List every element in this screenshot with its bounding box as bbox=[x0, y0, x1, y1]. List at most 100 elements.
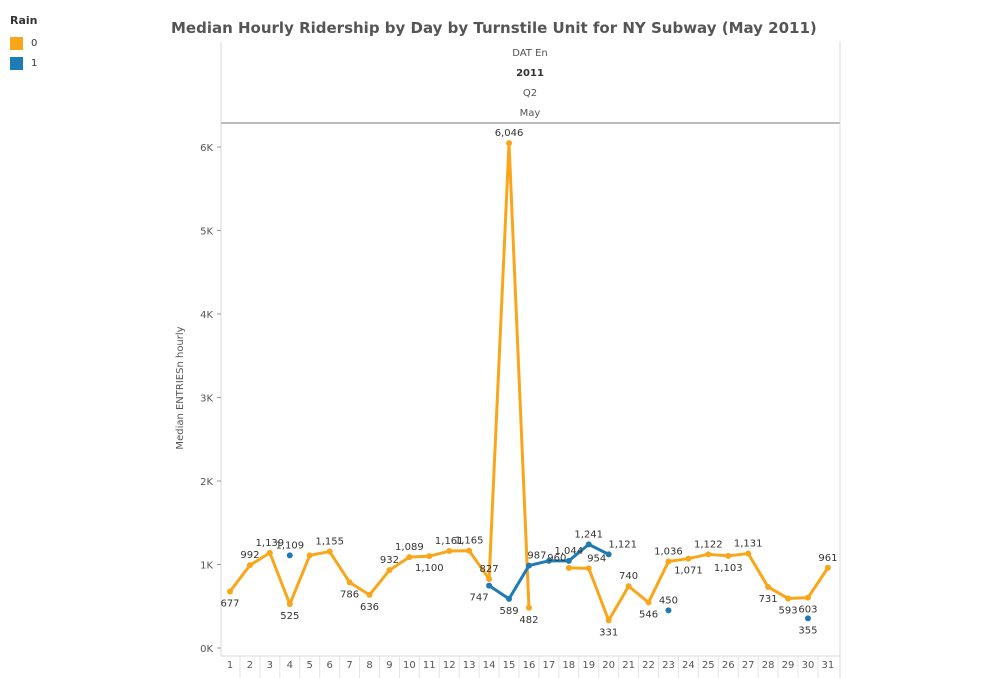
legend-swatch-0 bbox=[10, 36, 23, 50]
x-tick-label: 29 bbox=[782, 660, 795, 671]
data-point bbox=[824, 564, 831, 571]
data-point bbox=[785, 595, 792, 602]
data-point bbox=[227, 588, 233, 595]
data-point bbox=[466, 547, 473, 554]
series-line-1 bbox=[487, 542, 611, 601]
x-tick-label: 12 bbox=[443, 660, 456, 671]
legend-label-1: 1 bbox=[31, 57, 38, 69]
data-point bbox=[565, 557, 572, 564]
data-label: 677 bbox=[220, 598, 239, 609]
data-label: 6,046 bbox=[495, 128, 524, 139]
data-label: 1,122 bbox=[694, 539, 723, 550]
data-label: 987 bbox=[527, 551, 546, 562]
x-tick-label: 1 bbox=[227, 660, 233, 671]
x-tick-label: 6 bbox=[326, 660, 332, 671]
x-tick-label: 15 bbox=[503, 660, 516, 671]
x-tick-label: 17 bbox=[543, 660, 556, 671]
data-point bbox=[486, 575, 493, 582]
x-tick-label: 18 bbox=[562, 660, 575, 671]
data-label: 731 bbox=[759, 594, 778, 605]
data-point bbox=[486, 582, 493, 589]
x-tick-label: 10 bbox=[403, 660, 416, 671]
x-tick-label: 21 bbox=[622, 660, 635, 671]
x-tick-label: 26 bbox=[722, 660, 735, 671]
y-tick-label: 2K bbox=[200, 477, 213, 488]
data-point bbox=[246, 562, 253, 569]
x-tick-label: 11 bbox=[423, 660, 436, 671]
data-label: 1,089 bbox=[395, 542, 424, 553]
legend-item-0[interactable]: 0 bbox=[10, 33, 38, 53]
data-point bbox=[705, 551, 712, 558]
x-tick-label: 28 bbox=[762, 660, 775, 671]
x-tick-label: 5 bbox=[307, 660, 313, 671]
data-label: 525 bbox=[280, 611, 299, 622]
y-tick-label: 6K bbox=[200, 143, 213, 154]
data-point bbox=[326, 548, 333, 555]
x-tick-label: 25 bbox=[702, 660, 715, 671]
data-label: 1,161 bbox=[435, 536, 464, 547]
data-label: 960 bbox=[547, 553, 566, 564]
data-label: 954 bbox=[587, 553, 606, 564]
data-point bbox=[565, 564, 572, 571]
data-point bbox=[605, 551, 612, 558]
header-field: DAT En bbox=[512, 48, 548, 59]
data-point bbox=[804, 594, 811, 601]
data-point bbox=[645, 599, 652, 606]
data-point bbox=[426, 553, 433, 560]
data-label: 1,131 bbox=[734, 539, 763, 550]
data-label: 1,103 bbox=[714, 563, 743, 574]
data-point bbox=[366, 591, 373, 598]
x-tick-label: 20 bbox=[602, 660, 615, 671]
x-tick-label: 23 bbox=[662, 660, 675, 671]
series-line-0 bbox=[567, 552, 830, 622]
x-tick-label: 16 bbox=[523, 660, 536, 671]
header-month: May bbox=[520, 108, 541, 119]
data-label: 827 bbox=[480, 564, 499, 575]
data-label: 786 bbox=[340, 589, 359, 600]
x-tick-label: 22 bbox=[642, 660, 655, 671]
x-tick-label: 7 bbox=[346, 660, 352, 671]
x-tick-label: 8 bbox=[366, 660, 372, 671]
data-label: 740 bbox=[619, 571, 638, 582]
data-label: 603 bbox=[798, 605, 817, 616]
data-label: 932 bbox=[380, 555, 399, 566]
series-line-0 bbox=[228, 141, 531, 610]
chart-title: Median Hourly Ridership by Day by Turnst… bbox=[171, 19, 817, 37]
data-label: 546 bbox=[639, 609, 658, 620]
data-label: 1,139 bbox=[256, 538, 285, 549]
x-tick-label: 13 bbox=[463, 660, 476, 671]
data-label: 1,071 bbox=[674, 566, 703, 577]
legend-label-0: 0 bbox=[31, 37, 38, 49]
data-label: 593 bbox=[778, 605, 797, 616]
data-point bbox=[446, 548, 453, 555]
data-point bbox=[525, 604, 532, 611]
data-point bbox=[506, 595, 513, 602]
data-label: 1,044 bbox=[554, 546, 583, 557]
plot-frame: Median ENTRIESn hourly bbox=[175, 123, 841, 678]
data-label: 589 bbox=[499, 606, 518, 617]
header-year: 2011 bbox=[516, 68, 544, 79]
x-tick-label: 2 bbox=[247, 660, 253, 671]
x-tick-label: 31 bbox=[822, 660, 835, 671]
data-point bbox=[665, 558, 672, 565]
data-label: 1,036 bbox=[654, 546, 683, 557]
x-ticks: 1 2 3 4 5 6 7 8 9 10 11 12 13 14 15 16 17 18 19 20 21 22 23 24 2… bbox=[227, 656, 834, 678]
x-tick-label: 30 bbox=[802, 660, 815, 671]
data-label: 1,100 bbox=[415, 563, 444, 574]
data-point bbox=[506, 140, 513, 147]
data-point bbox=[406, 554, 413, 561]
data-label: 1,165 bbox=[455, 536, 484, 547]
x-tick-label: 9 bbox=[386, 660, 392, 671]
legend: Rain 0 1 bbox=[10, 14, 38, 73]
legend-swatch-1 bbox=[10, 56, 23, 70]
y-tick-label: 4K bbox=[200, 310, 213, 321]
data-label: 636 bbox=[360, 602, 379, 613]
data-point bbox=[804, 615, 811, 622]
data-point bbox=[386, 567, 393, 574]
series-layer bbox=[227, 140, 831, 624]
y-tick-label: 5K bbox=[200, 227, 213, 238]
header-panel: DAT En 2011 Q2 May bbox=[220, 42, 841, 124]
series-1 bbox=[286, 541, 811, 622]
legend-item-1[interactable]: 1 bbox=[10, 53, 38, 73]
